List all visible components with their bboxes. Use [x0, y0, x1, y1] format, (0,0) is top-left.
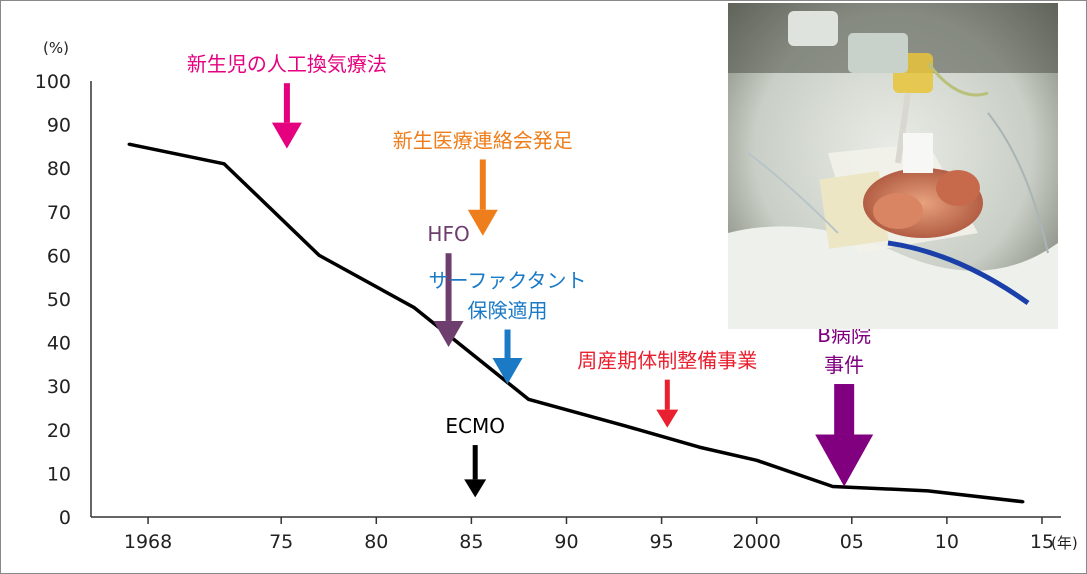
annotation-arrow-shaft [664, 379, 670, 410]
x-tick-label: 10 [935, 531, 959, 553]
x-tick-label: 1968 [124, 531, 172, 553]
x-tick-label: 05 [840, 531, 864, 553]
y-tick-label: 30 [47, 376, 71, 398]
annotation-arrow-head [271, 122, 302, 149]
x-tick-label: 15 [1030, 531, 1054, 553]
series-group [127, 142, 1025, 504]
annotation: HFO [427, 222, 470, 347]
annotation-arrow-head [492, 358, 523, 385]
annotation: 新生医療連絡会発足 [393, 128, 573, 236]
y-tick-label: 80 [47, 158, 71, 180]
annotation-arrow-head [464, 479, 487, 498]
data-point [755, 458, 759, 462]
data-point [831, 484, 835, 488]
y-tick-label: 70 [47, 202, 71, 224]
annotation-label-line2: 事件 [824, 353, 864, 377]
annotation-arrow-head [467, 209, 498, 236]
tick-labels: 0 10 20 30 40 50 60 70 80 90 100 (%) 1968 75 80 85 90 95 2… [35, 39, 1078, 553]
nicu-infant-photo [728, 3, 1058, 329]
annotation-arrow-head [656, 409, 679, 428]
axes [90, 81, 1061, 524]
annotation-label-line2: 保険適用 [468, 299, 548, 323]
x-tick-label: 85 [459, 531, 483, 553]
annotation-arrow-shaft [283, 83, 290, 123]
data-point [412, 306, 416, 310]
y-tick-label: 60 [47, 245, 71, 267]
y-tick-label: 40 [47, 333, 71, 355]
x-axis-unit: (年) [1051, 534, 1078, 552]
annotation-label: 周産期体制整備事業 [577, 349, 757, 373]
x-tick-label: 90 [554, 531, 578, 553]
data-point [317, 253, 321, 257]
data-point [127, 142, 131, 146]
x-tick-label: 2000 [733, 531, 781, 553]
data-point [698, 445, 702, 449]
y-tick-label: 0 [59, 507, 71, 529]
x-tick-label: 95 [649, 531, 673, 553]
annotation: 周産期体制整備事業 [577, 349, 757, 428]
data-point [622, 423, 626, 427]
data-point [526, 397, 530, 401]
annotation-arrow-shaft [472, 445, 478, 480]
y-tick-label: 100 [35, 71, 71, 93]
annotation-arrow-shaft [504, 329, 511, 359]
y-tick-label: 20 [47, 420, 71, 442]
annotation: 保険適用 サーファクタント [429, 269, 587, 385]
annotation-arrow-shaft [445, 253, 452, 321]
data-point [926, 489, 930, 493]
x-tick-label: 80 [364, 531, 388, 553]
annotation-label: サーファクタント [429, 269, 587, 293]
y-tick-label: 50 [47, 289, 71, 311]
annotation-arrow-head [433, 320, 464, 347]
data-point [1021, 500, 1025, 504]
annotation: 新生児の人工換気療法 [187, 52, 387, 149]
y-tick-label: 90 [47, 115, 71, 137]
annotation-label: 新生児の人工換気療法 [187, 52, 387, 76]
annotation-label: 新生医療連絡会発足 [393, 128, 573, 152]
annotation-label: HFO [427, 222, 469, 246]
y-tick-label: 10 [47, 463, 71, 485]
x-tick-label: 75 [269, 531, 293, 553]
data-point [222, 162, 226, 166]
annotation-arrow-shaft [479, 159, 486, 210]
annotation-label: ECMO [445, 414, 505, 438]
annotation: ECMO [445, 414, 505, 498]
y-axis-unit: (%) [43, 39, 69, 57]
annotation-arrow-head [815, 434, 874, 487]
annotation-arrow-shaft [834, 384, 855, 435]
